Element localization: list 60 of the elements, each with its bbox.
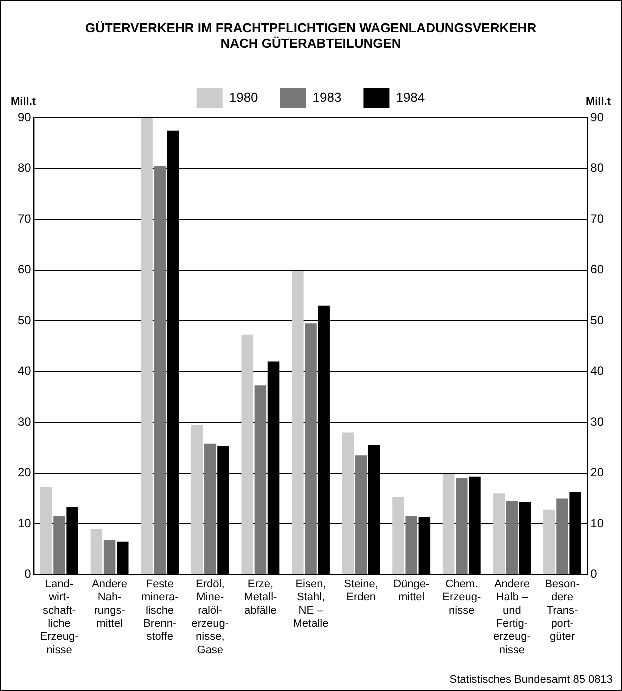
y-tick-label: 30 xyxy=(18,414,32,429)
legend-label: 1984 xyxy=(396,90,426,105)
bar xyxy=(556,498,568,574)
bar xyxy=(90,529,103,574)
y2-tick-label: 90 xyxy=(590,110,604,125)
y-tick-label: 0 xyxy=(24,567,32,582)
bar xyxy=(392,497,404,574)
y2-tick-label: 50 xyxy=(590,313,604,328)
bar xyxy=(406,516,418,574)
y-tick-label: 20 xyxy=(18,466,32,480)
y-axis-title: Mill.t xyxy=(11,96,36,108)
y2-tick-label: 80 xyxy=(590,161,604,176)
text: Statistisches Bundesamt 85 0813 xyxy=(450,674,613,686)
y-tick-label: 90 xyxy=(18,110,32,125)
bar xyxy=(305,324,317,574)
y2-tick-label: 0 xyxy=(590,567,598,582)
y-tick-label: 10 xyxy=(18,516,32,530)
bar xyxy=(54,516,66,574)
bar xyxy=(204,444,216,574)
y2-tick-label: 70 xyxy=(590,212,604,226)
bar xyxy=(456,478,468,574)
bar xyxy=(506,501,518,574)
x-tick-label: Chem. Erzeug- nisse xyxy=(442,578,482,617)
bar xyxy=(141,118,153,574)
y-tick-label: 80 xyxy=(18,161,32,176)
bar xyxy=(342,432,354,574)
bar xyxy=(544,510,556,574)
bar xyxy=(254,386,267,574)
bar xyxy=(292,271,304,574)
bar xyxy=(355,456,368,574)
legend-label: 1983 xyxy=(312,90,342,105)
y2-tick-label: 20 xyxy=(590,466,604,480)
bar xyxy=(242,334,254,574)
y-tick-label: 70 xyxy=(18,212,32,226)
x-tick-label: Erdöl, Mine- ralöl- erzeug- nisse, Gase xyxy=(192,578,230,656)
x-tick-label: Andere Nah- rungs- mittel xyxy=(92,578,128,630)
y2-tick-label: 60 xyxy=(590,262,604,277)
x-tick-label: Beson- dere Trans- port- güter xyxy=(545,578,580,644)
x-tick-label: Eisen, Stahl, NE – Metalle xyxy=(293,578,329,630)
x-tick-label: Andere Halb – und Fertig- erzeug- nisse xyxy=(494,578,532,656)
x-tick-label: Steine, Erden xyxy=(344,578,378,604)
x-tick-label: Erze, Metall- abfälle xyxy=(244,578,278,617)
bar xyxy=(154,166,166,574)
x-tick-label: Dünge- mittel xyxy=(394,578,430,604)
y2-tick-label: 10 xyxy=(590,516,604,530)
legend-label: 1980 xyxy=(229,90,258,105)
bar xyxy=(493,494,506,574)
y2-axis-title: Mill.t xyxy=(586,96,612,108)
bar xyxy=(191,425,204,574)
bar xyxy=(442,474,455,574)
bar xyxy=(40,487,52,574)
x-tick-label: Land- wirt- schaft- liche Erzeug- nisse xyxy=(40,578,80,656)
y2-tick-label: 30 xyxy=(590,414,604,429)
y2-tick-label: 40 xyxy=(590,364,604,378)
x-tick-label: Feste minera- lische Brenn- stoffe xyxy=(141,578,180,644)
chart-title: GÜTERVERKEHR IM FRACHTPFLICHTIGEN WAGENLADUNGSVERKEHR NACH GÜTERABTEILUNGEN xyxy=(85,20,538,51)
y-tick-label: 40 xyxy=(18,364,32,378)
y-tick-label: 60 xyxy=(18,262,32,277)
y-tick-label: 50 xyxy=(18,313,32,328)
bar xyxy=(104,540,116,574)
